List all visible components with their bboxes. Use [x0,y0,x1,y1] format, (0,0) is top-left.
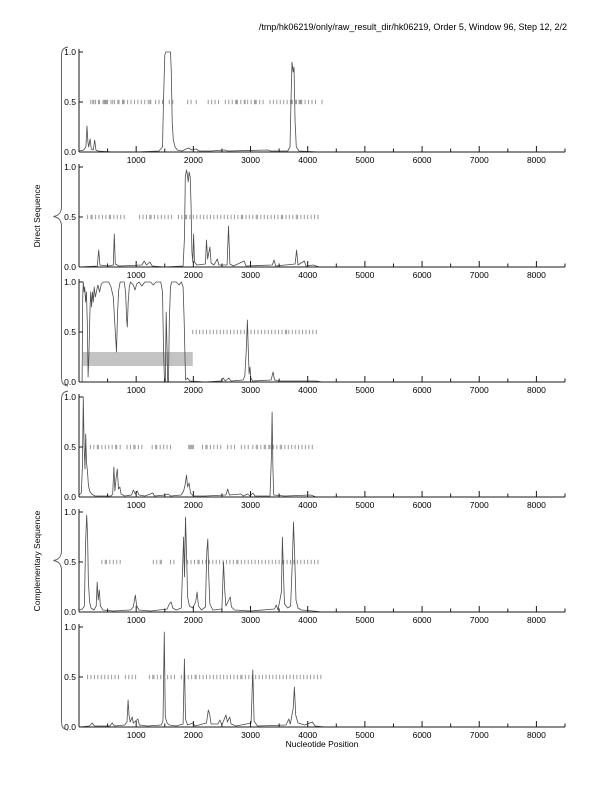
tick-label: 1.0 [64,507,76,517]
tick-label: 5000 [355,500,374,510]
tick-label: 3000 [241,155,260,165]
tick-label: 0.5 [64,212,76,222]
tick-label: 8000 [527,155,546,165]
probability-curve [79,281,565,383]
tick-label: 4000 [298,730,317,740]
tick-label: 7000 [470,615,489,625]
tick-label: 1.0 [64,622,76,632]
tick-label: 2000 [184,385,203,395]
tick-label: 6000 [413,155,432,165]
panel-complementary-frame-3: 0.0 0.5 1.0 1000 2000 3000 4000 5000 6000 7000 800… [64,622,566,740]
tick-label: 5000 [355,615,374,625]
tick-label: 0.5 [64,672,76,682]
tick-label: 1.0 [64,392,76,402]
x-axis-label: Nucleotide Position [285,739,359,749]
direct-group-brace [53,46,69,387]
tick-label: 7000 [470,730,489,740]
tick-label: 2000 [184,615,203,625]
tick-label: 2000 [184,500,203,510]
tick-label: 4000 [298,385,317,395]
tick-label: 0.0 [64,607,76,617]
highlight-band [83,352,193,366]
tick-label: 6000 [413,270,432,280]
tick-label: 5000 [355,730,374,740]
tick-label: 8000 [527,385,546,395]
tick-label: 7000 [470,270,489,280]
tick-label: 7000 [470,500,489,510]
tick-label: 8000 [527,500,546,510]
panel-direct-frame-3: 0.0 0.5 1.0 1000 2000 3000 4000 5000 6000 7000 800… [64,277,566,395]
tick-label: 5000 [355,270,374,280]
tick-label: 7000 [470,155,489,165]
tick-label: 2000 [184,270,203,280]
probability-curve [78,396,565,498]
tick-label: 6000 [413,730,432,740]
tick-label: 1000 [127,500,146,510]
tick-label: 0.5 [64,97,76,107]
tick-label: 0.5 [64,557,76,567]
probability-curve [78,631,565,728]
tick-label: 5000 [355,155,374,165]
probability-curve [78,514,565,613]
panel-complementary-frame-1: 0.0 0.5 1.0 1000 2000 3000 4000 5000 6000 7000 800… [64,392,566,510]
tick-label: 1000 [127,730,146,740]
tick-label: 1000 [127,155,146,165]
tick-label: 3000 [241,500,260,510]
tick-label: 6000 [413,385,432,395]
tick-label: 3000 [241,270,260,280]
tick-label: 8000 [527,270,546,280]
tick-label: 4000 [298,270,317,280]
tick-label: 1000 [127,615,146,625]
tick-label: 1000 [127,385,146,395]
panel-complementary-frame-2: 0.0 0.5 1.0 1000 2000 3000 4000 5000 6000 7000 800… [64,507,566,625]
tick-label: 7000 [470,385,489,395]
tick-label: 1.0 [64,47,76,57]
tick-label: 0.0 [64,492,76,502]
complementary-group-brace [53,390,69,731]
tick-label: 0.0 [64,722,76,732]
probability-curve [78,169,565,268]
tick-label: 0.5 [64,327,76,337]
tick-label: 1.0 [64,277,76,287]
plot-title: /tmp/hk06219/only/raw_result_dir/hk06219… [258,22,567,32]
tick-label: 4000 [298,500,317,510]
tick-label: 0.0 [64,377,76,387]
tick-label: 0.0 [64,262,76,272]
tick-label: 2000 [184,730,203,740]
tick-label: 1.0 [64,162,76,172]
tick-label: 4000 [298,155,317,165]
tick-label: 4000 [298,615,317,625]
tick-label: 5000 [355,385,374,395]
tick-label: 6000 [413,615,432,625]
tick-label: 8000 [527,730,546,740]
tick-label: 1000 [127,270,146,280]
probability-curve [78,51,565,153]
panel-direct-frame-2: 0.0 0.5 1.0 1000 2000 3000 4000 5000 6000 7000 800… [64,162,566,280]
tick-label: 8000 [527,615,546,625]
tick-label: 0.0 [64,147,76,157]
tick-label: 3000 [241,730,260,740]
tick-label: 2000 [184,155,203,165]
tick-label: 3000 [241,385,260,395]
tick-label: 3000 [241,615,260,625]
tick-label: 0.5 [64,442,76,452]
tick-label: 6000 [413,500,432,510]
panel-direct-frame-1: 0.0 0.5 1.0 1000 2000 3000 4000 5000 6000 7000 800… [64,47,566,165]
